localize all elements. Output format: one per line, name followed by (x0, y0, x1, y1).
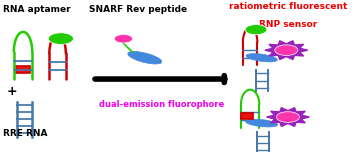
Text: +: + (7, 85, 17, 98)
Circle shape (276, 112, 299, 122)
Circle shape (114, 35, 133, 43)
Text: RNA aptamer: RNA aptamer (3, 5, 71, 14)
Polygon shape (267, 108, 309, 126)
Circle shape (245, 25, 267, 35)
Polygon shape (265, 41, 308, 60)
FancyBboxPatch shape (241, 113, 253, 119)
Ellipse shape (128, 52, 162, 64)
Ellipse shape (246, 54, 277, 62)
FancyBboxPatch shape (16, 66, 30, 73)
Text: dual-emission fluorophore: dual-emission fluorophore (99, 100, 224, 109)
Text: ratiometric fluorescent: ratiometric fluorescent (229, 2, 347, 10)
Text: RRE RNA: RRE RNA (3, 129, 48, 138)
Circle shape (275, 45, 298, 55)
Text: RNP sensor: RNP sensor (259, 20, 317, 29)
Ellipse shape (246, 119, 278, 127)
Circle shape (48, 33, 73, 44)
Text: SNARF Rev peptide: SNARF Rev peptide (89, 5, 187, 14)
